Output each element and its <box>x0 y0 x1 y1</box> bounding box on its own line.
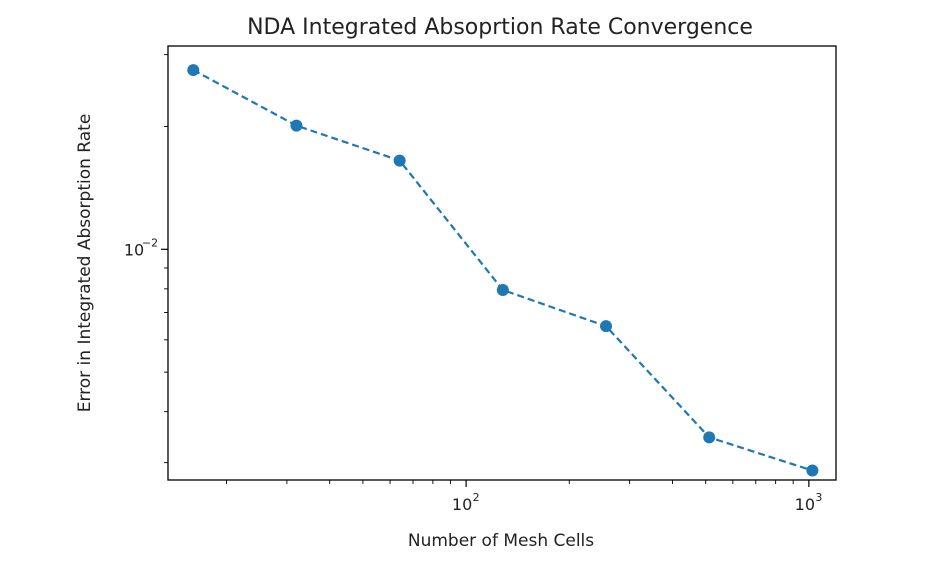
x-tick-label-base: 10 <box>795 495 815 514</box>
x-tick-label-exponent: 3 <box>815 491 822 504</box>
data-point <box>187 64 200 77</box>
plot-area <box>167 45 837 481</box>
x-axis-label: Number of Mesh Cells <box>408 531 594 551</box>
x-tick-label-base: 10 <box>452 495 472 514</box>
data-point <box>393 154 406 167</box>
chart-title: NDA Integrated Absoprtion Rate Convergen… <box>247 15 753 40</box>
x-tick-label: 10 2 <box>452 491 480 514</box>
x-axis: 10 2 10 3 <box>226 480 823 514</box>
x-tick-label: 10 3 <box>795 491 823 514</box>
data-point <box>290 119 303 132</box>
plot-frame <box>167 45 837 481</box>
y-tick-label: 10−2 <box>124 236 158 259</box>
y-axis-label: Error in Integrated Absorption Rate <box>75 114 95 413</box>
x-tick-label-exponent: 2 <box>473 491 480 504</box>
y-tick-label-base: 10 <box>124 240 144 259</box>
y-tick-label-exponent: −2 <box>142 236 158 249</box>
data-point <box>806 464 819 477</box>
data-point <box>600 320 613 333</box>
series-layer <box>187 64 819 477</box>
data-point <box>703 431 716 444</box>
y-axis: 10−2 <box>124 54 168 464</box>
series-line <box>192 69 813 472</box>
data-point <box>496 283 509 296</box>
